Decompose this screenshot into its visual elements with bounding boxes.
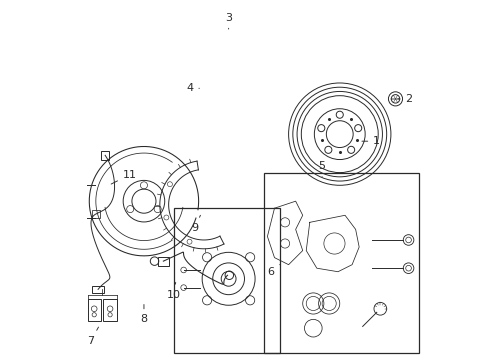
Bar — [174, 208, 279, 353]
Text: 11: 11 — [111, 170, 137, 184]
Text: 8: 8 — [140, 305, 147, 324]
Bar — [92, 210, 100, 218]
Text: 5: 5 — [318, 161, 325, 176]
Text: 7: 7 — [87, 327, 98, 346]
Bar — [92, 286, 104, 293]
Text: 2: 2 — [397, 94, 411, 104]
Text: 10: 10 — [166, 282, 181, 300]
Text: 6: 6 — [267, 265, 279, 277]
Text: 4: 4 — [186, 83, 199, 93]
Bar — [101, 151, 109, 159]
Bar — [158, 257, 169, 266]
Text: 3: 3 — [224, 13, 232, 29]
Bar — [264, 173, 418, 353]
Text: 9: 9 — [191, 215, 200, 233]
Text: 1: 1 — [361, 136, 380, 146]
Bar — [103, 299, 117, 321]
Bar — [87, 299, 101, 321]
